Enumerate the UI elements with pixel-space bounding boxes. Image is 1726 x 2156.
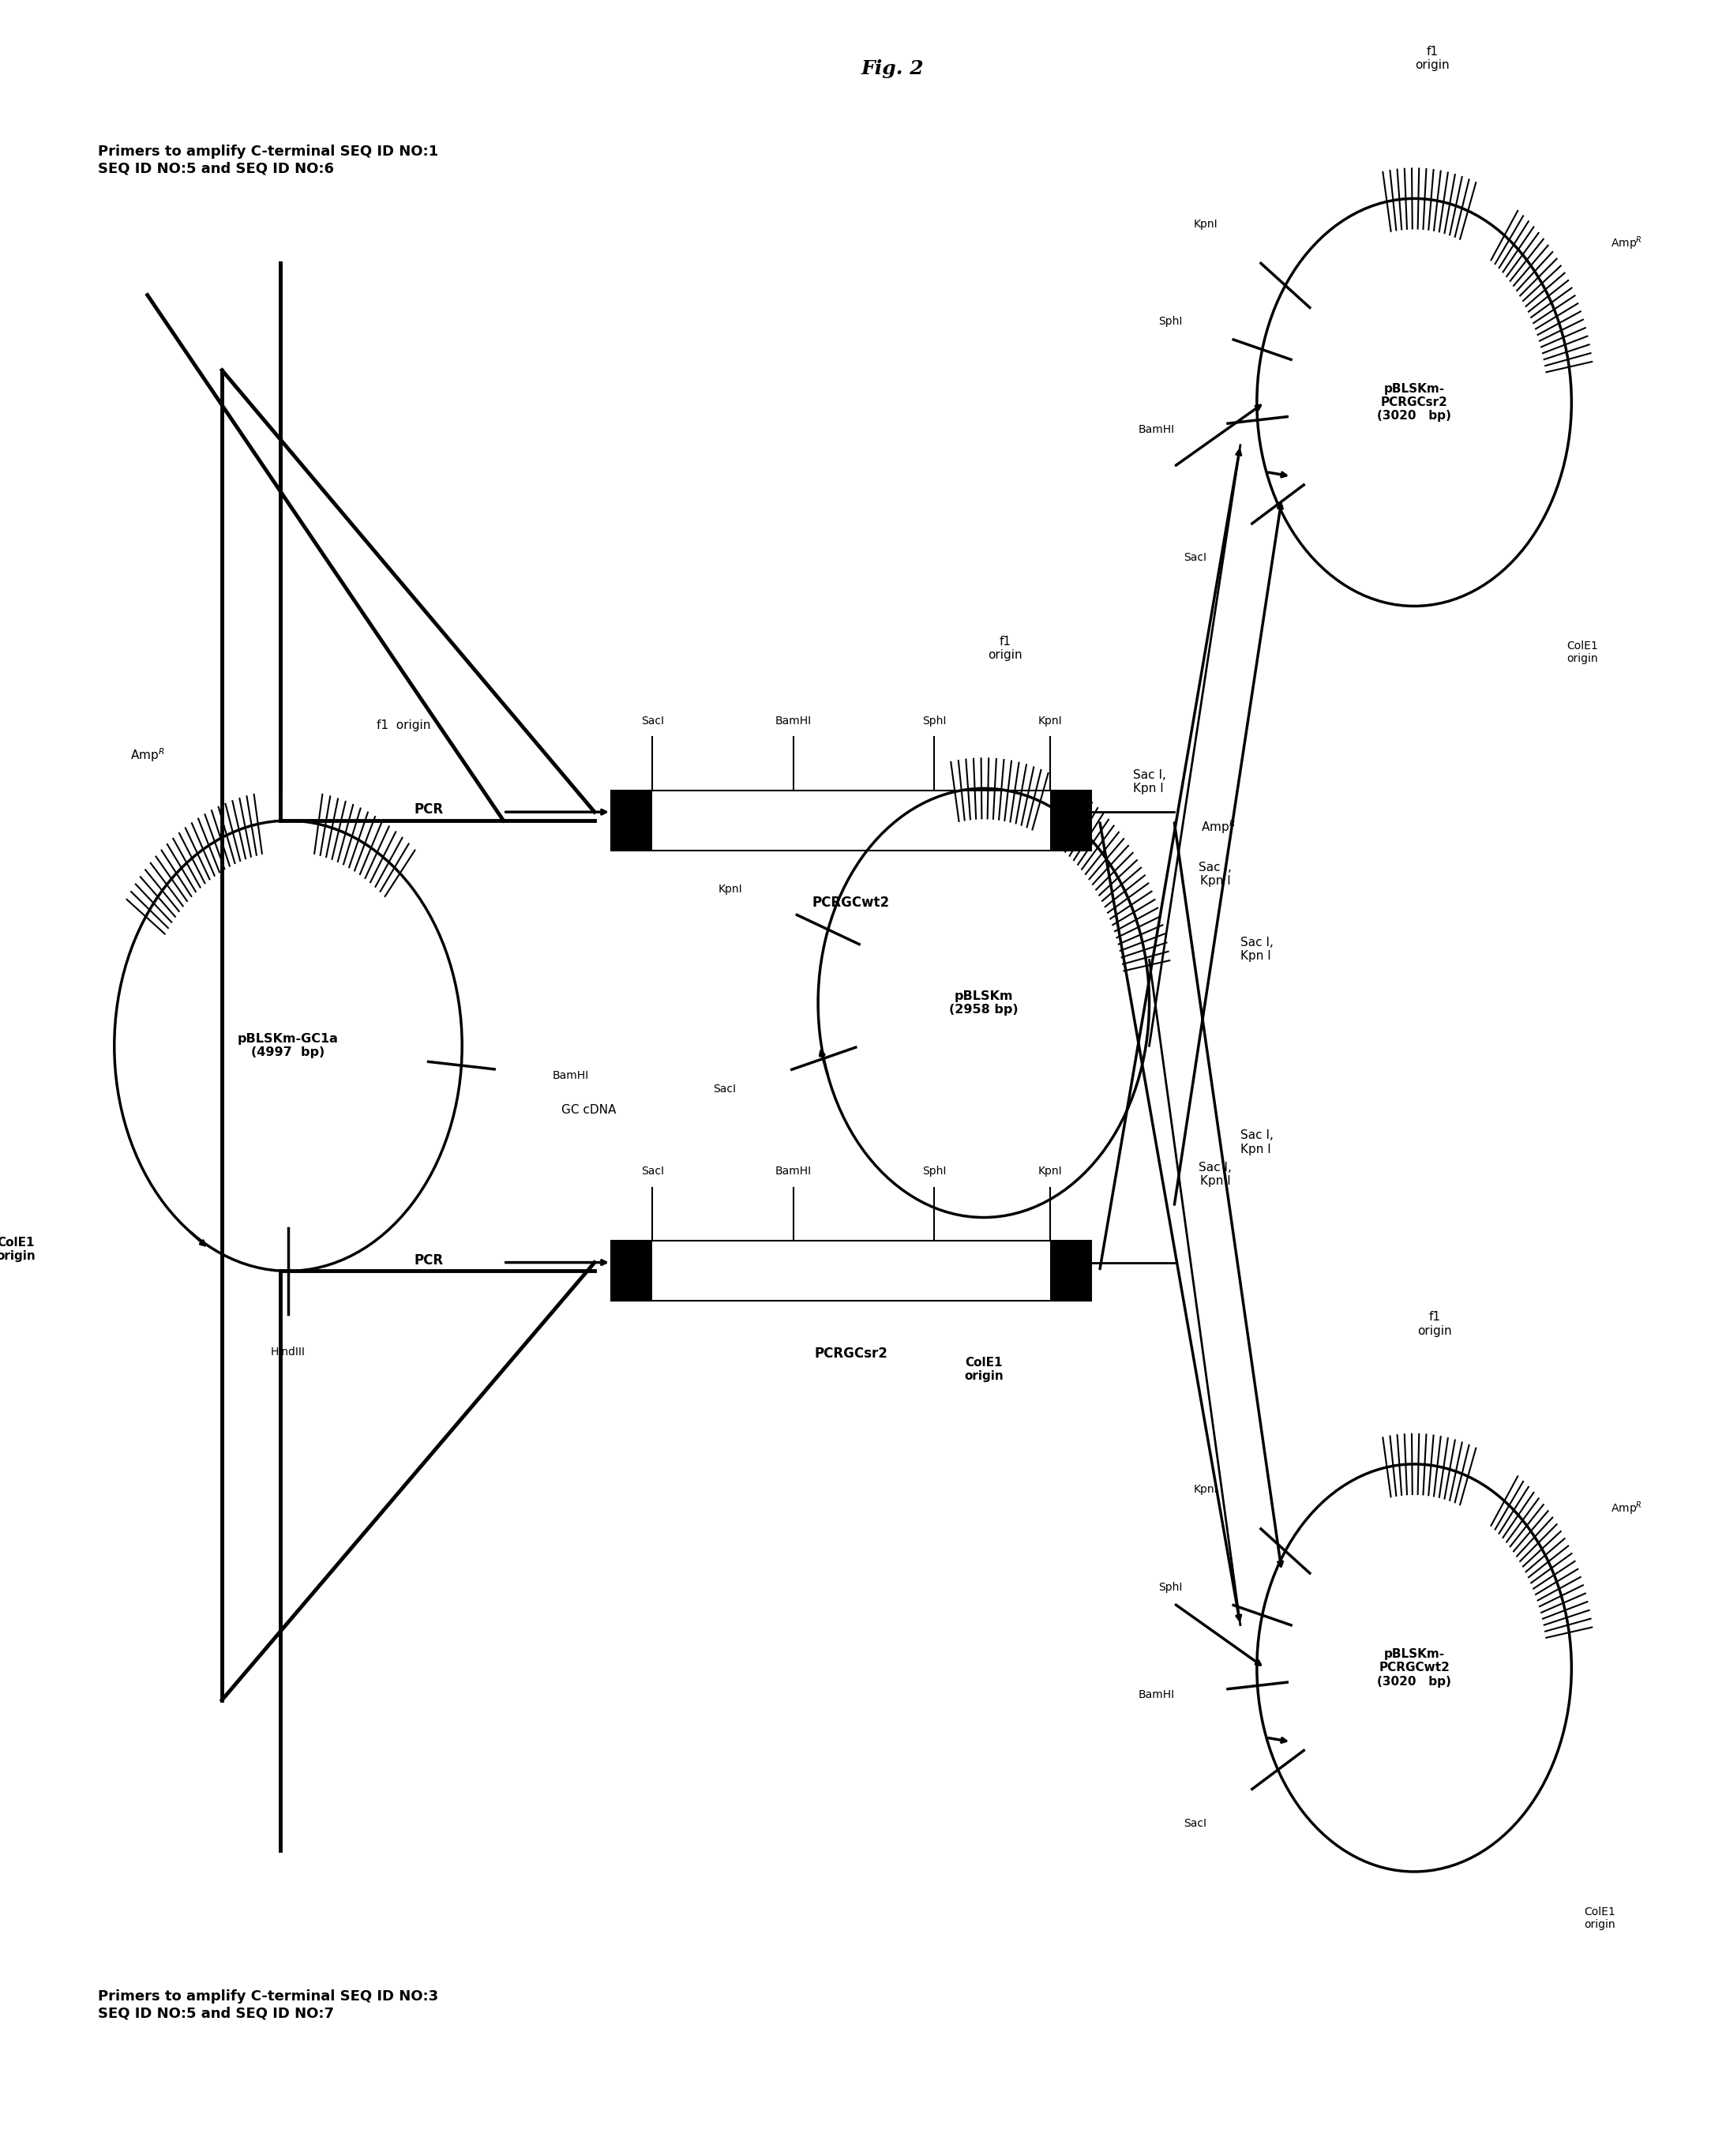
Text: ColE1
origin: ColE1 origin [965,1356,1003,1382]
Text: SacI: SacI [640,1166,665,1177]
Text: KpnI: KpnI [1037,1166,1061,1177]
Text: ColE1
origin: ColE1 origin [0,1238,35,1263]
Text: SphI: SphI [1158,1583,1182,1593]
Text: Primers to amplify C-terminal SEQ ID NO:1
SEQ ID NO:5 and SEQ ID NO:6: Primers to amplify C-terminal SEQ ID NO:… [98,144,438,175]
Text: BamHI: BamHI [1139,425,1175,436]
Text: f1
origin: f1 origin [1417,1311,1452,1337]
Text: ColE1
origin: ColE1 origin [1567,640,1598,664]
Text: GC cDNA: GC cDNA [561,1104,616,1117]
Text: BamHI: BamHI [775,1166,811,1177]
Text: KpnI: KpnI [718,884,742,895]
Text: Amp$^R$: Amp$^R$ [1610,1501,1641,1518]
Text: HindIII: HindIII [271,1345,306,1356]
Text: SphI: SphI [922,1166,946,1177]
Text: f1
origin: f1 origin [1415,45,1450,71]
Text: pBLSKm-GC1a
(4997  bp): pBLSKm-GC1a (4997 bp) [238,1033,338,1059]
Text: Fig. 2: Fig. 2 [861,58,923,78]
Text: Primers to amplify C-terminal SEQ ID NO:3
SEQ ID NO:5 and SEQ ID NO:7: Primers to amplify C-terminal SEQ ID NO:… [98,1990,438,2020]
Text: f1
origin: f1 origin [987,636,1022,662]
Text: Amp$^R$: Amp$^R$ [1610,235,1641,252]
Text: Sac I,
Kpn I: Sac I, Kpn I [1200,1162,1232,1188]
Text: SphI: SphI [1158,317,1182,328]
Text: pBLSKm-
PCRGCwt2
(3020   bp): pBLSKm- PCRGCwt2 (3020 bp) [1377,1647,1452,1688]
Bar [1049,1242,1091,1300]
Bar [611,1242,652,1300]
Text: SacI: SacI [713,1084,735,1095]
Bar [611,791,652,852]
Text: PCR: PCR [414,1253,444,1268]
Text: SphI: SphI [922,716,946,727]
Text: pBLSKm-
PCRGCsr2
(3020   bp): pBLSKm- PCRGCsr2 (3020 bp) [1377,382,1452,423]
Bar [1049,791,1091,852]
Text: PCR: PCR [414,802,444,817]
Bar [611,1242,1091,1300]
Text: SacI: SacI [640,716,665,727]
Text: BamHI: BamHI [775,716,811,727]
Text: Amp$^R$: Amp$^R$ [1201,817,1236,834]
Text: pBLSKm
(2958 bp): pBLSKm (2958 bp) [949,990,1018,1015]
Text: Sac I,
Kpn I: Sac I, Kpn I [1241,1130,1274,1156]
Text: Sac I,
Kpn I: Sac I, Kpn I [1200,862,1232,886]
Text: Sac I,
Kpn I: Sac I, Kpn I [1132,770,1165,796]
Bar [611,791,1091,852]
Text: PCRGCsr2: PCRGCsr2 [815,1345,887,1360]
Text: BamHI: BamHI [1139,1690,1175,1701]
Text: Amp$^R$: Amp$^R$ [131,746,166,763]
Text: BamHI: BamHI [552,1069,589,1082]
Text: SacI: SacI [1184,1818,1206,1828]
Text: ColE1
origin: ColE1 origin [1584,1906,1616,1930]
Text: f1  origin: f1 origin [376,720,432,731]
Text: KpnI: KpnI [1193,218,1217,229]
Text: Sac I,
Kpn I: Sac I, Kpn I [1241,936,1274,962]
Text: KpnI: KpnI [1037,716,1061,727]
Text: PCRGCwt2: PCRGCwt2 [813,895,891,910]
Text: KpnI: KpnI [1193,1483,1217,1494]
Text: SacI: SacI [1184,552,1206,563]
